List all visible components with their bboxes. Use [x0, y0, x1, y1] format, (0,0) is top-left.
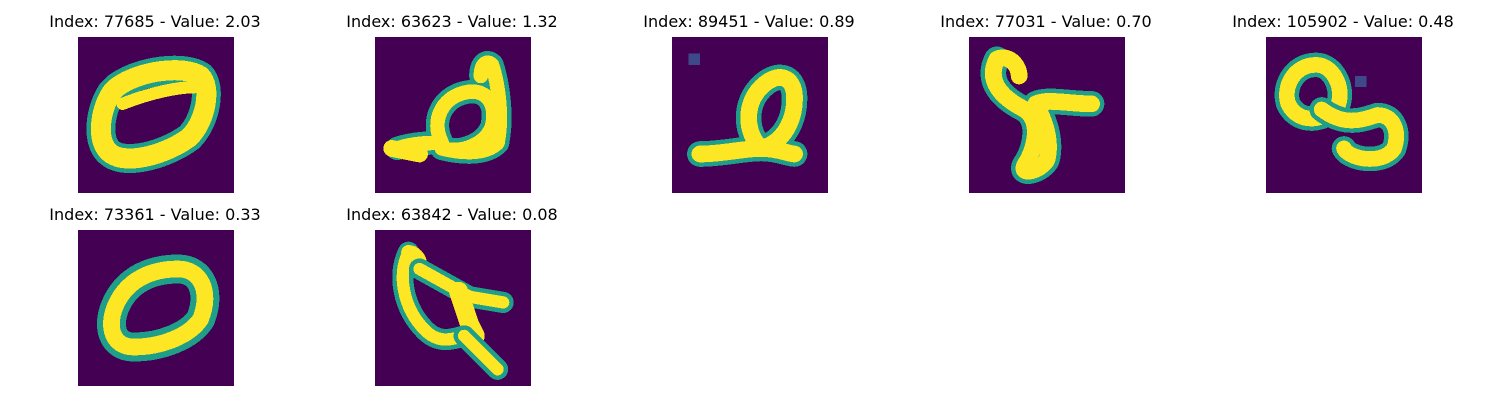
panel-title: Index: 63623 - Value: 1.32: [346, 12, 558, 31]
digit-image: [78, 230, 234, 386]
digit-image: [672, 37, 828, 193]
digit-image: [375, 37, 531, 193]
panel-title: Index: 89451 - Value: 0.89: [643, 12, 855, 31]
panel-title: Index: 77031 - Value: 0.70: [940, 12, 1152, 31]
panel-title: Index: 63842 - Value: 0.08: [346, 205, 558, 224]
digit-image: [375, 230, 531, 386]
digit-image: [78, 37, 234, 193]
panel-title: Index: 73361 - Value: 0.33: [49, 205, 261, 224]
panel-title: Index: 77685 - Value: 2.03: [49, 12, 261, 31]
digit-image: [969, 37, 1125, 193]
digit-image: [1266, 37, 1422, 193]
panel-title: Index: 105902 - Value: 0.48: [1232, 12, 1454, 31]
